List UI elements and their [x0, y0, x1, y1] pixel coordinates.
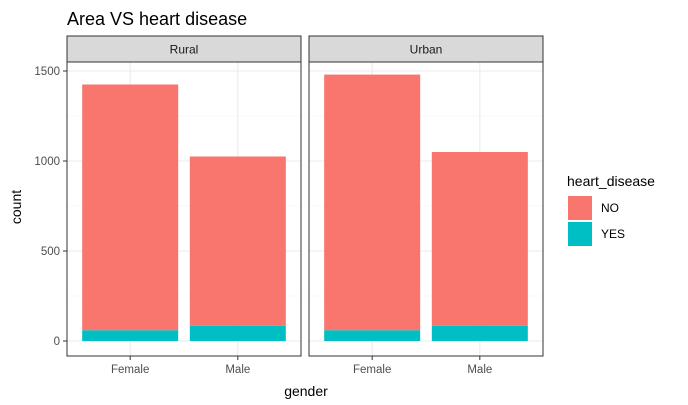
bar-urban-male-yes	[431, 325, 528, 341]
bar-rural-female-yes	[82, 330, 179, 341]
panel-border	[308, 61, 544, 357]
y-axis-title: count	[8, 190, 24, 224]
facet-panels: Rural Female Male 0 500 1000 1500 Urban Female Ma…	[34, 35, 544, 376]
bar-urban-female-no	[324, 74, 421, 331]
facet-strip	[66, 35, 302, 63]
legend-label-no: NO	[601, 201, 619, 215]
facet-panel-rural: Rural Female Male 0 500 1000 1500	[34, 35, 302, 376]
legend-label-yes: YES	[601, 227, 625, 241]
legend-key-yes	[568, 222, 592, 246]
bar-urban-female-yes	[324, 330, 421, 341]
legend-title: heart_disease	[567, 173, 655, 189]
x-tick-label: Female	[353, 364, 391, 376]
x-tick-label: Male	[467, 364, 492, 376]
bar-rural-male-yes	[189, 325, 286, 341]
y-tick-label: 1500	[34, 66, 60, 78]
y-tick-label: 1000	[34, 156, 60, 168]
bar-rural-male-no	[189, 156, 286, 326]
facet-panel-urban: Urban Female Male	[308, 35, 544, 376]
y-tick-label: 0	[54, 336, 60, 348]
bar-urban-male-no	[431, 152, 528, 326]
legend: heart_disease NO YES	[567, 173, 655, 246]
facet-strip	[308, 35, 544, 63]
legend-key-no	[568, 196, 592, 220]
x-tick-label: Male	[225, 364, 250, 376]
panel-border	[66, 61, 302, 357]
facet-strip-label: Rural	[170, 43, 199, 57]
chart-title: Area VS heart disease	[67, 9, 247, 29]
bar-rural-female-no	[82, 84, 179, 331]
facet-strip-label: Urban	[410, 43, 443, 57]
x-axis-title: gender	[284, 383, 328, 399]
y-tick-label: 500	[41, 246, 60, 258]
x-tick-label: Female	[111, 364, 149, 376]
